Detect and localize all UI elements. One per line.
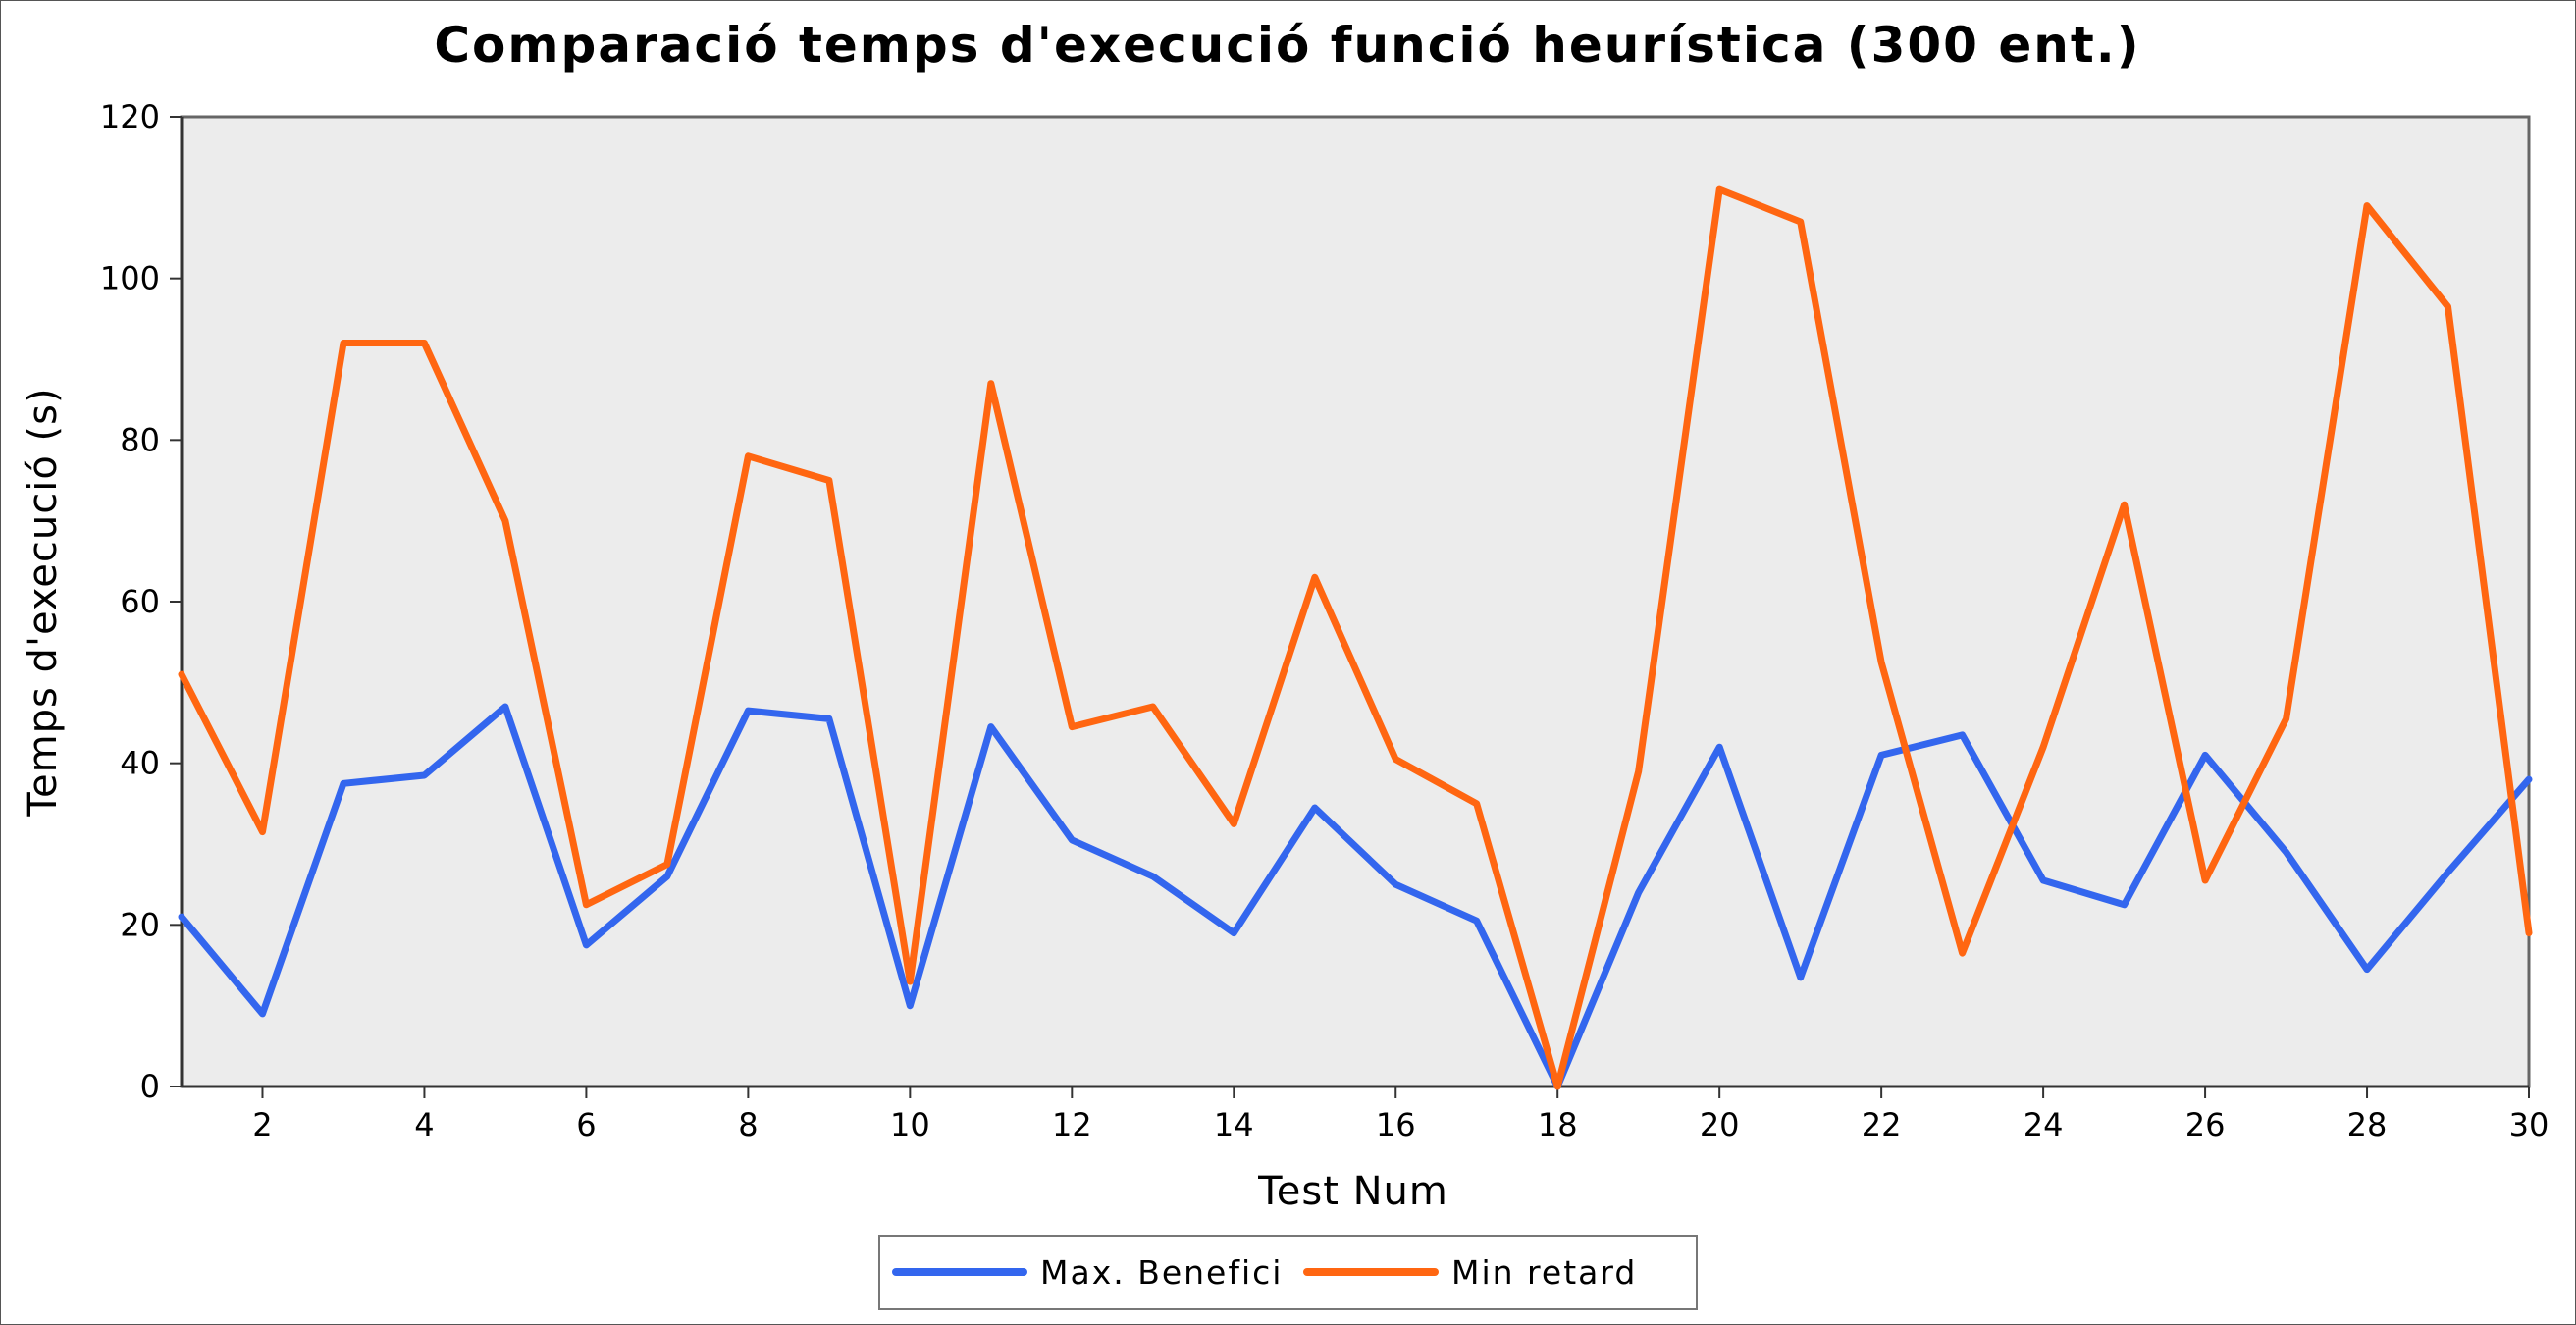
- x-tick-label: 6: [576, 1106, 596, 1143]
- x-tick-label: 12: [1052, 1106, 1092, 1143]
- x-tick-label: 2: [252, 1106, 272, 1143]
- x-tick-label: 18: [1538, 1106, 1578, 1143]
- y-tick-label: 100: [100, 260, 160, 297]
- x-tick-label: 8: [738, 1106, 758, 1143]
- legend: Max. Benefici Min retard: [878, 1235, 1698, 1310]
- y-tick-label: 20: [120, 906, 160, 943]
- x-tick-label: 24: [2024, 1106, 2064, 1143]
- y-tick-label: 60: [120, 583, 160, 620]
- x-tick-label: 22: [1862, 1106, 1902, 1143]
- chart-title: Comparació temps d'execució funció heurí…: [434, 17, 2140, 74]
- x-tick-label: 20: [1700, 1106, 1740, 1143]
- x-axis-label: Test Num: [1257, 1169, 1448, 1214]
- y-axis-label: Temps d'execució (s): [21, 387, 66, 817]
- series-line-min-retard: [178, 186, 2533, 1090]
- x-axis-ticks: 2 4 6 8 10 12 14 16 18 20 22 24 26 28 30: [252, 1086, 2549, 1143]
- y-axis-ticks: 0 20 40 60 80 100 120: [100, 98, 182, 1105]
- plot-area: [180, 115, 2531, 1088]
- y-tick-label: 120: [100, 98, 160, 135]
- y-tick-label: 40: [120, 745, 160, 782]
- legend-label-max-benefici: Max. Benefici: [1040, 1253, 1283, 1292]
- x-tick-label: 10: [890, 1106, 930, 1143]
- series-line-max-benefici: [178, 703, 2533, 1090]
- legend-label-min-retard: Min retard: [1451, 1253, 1637, 1292]
- x-tick-label: 16: [1376, 1106, 1416, 1143]
- x-tick-label: 30: [2509, 1106, 2550, 1143]
- y-tick-label: 80: [120, 421, 160, 458]
- x-tick-label: 28: [2347, 1106, 2388, 1143]
- x-tick-label: 14: [1214, 1106, 1254, 1143]
- series-lines: [178, 186, 2533, 1090]
- y-tick-label: 0: [140, 1068, 160, 1105]
- x-tick-label: 26: [2185, 1106, 2226, 1143]
- x-tick-label: 4: [414, 1106, 434, 1143]
